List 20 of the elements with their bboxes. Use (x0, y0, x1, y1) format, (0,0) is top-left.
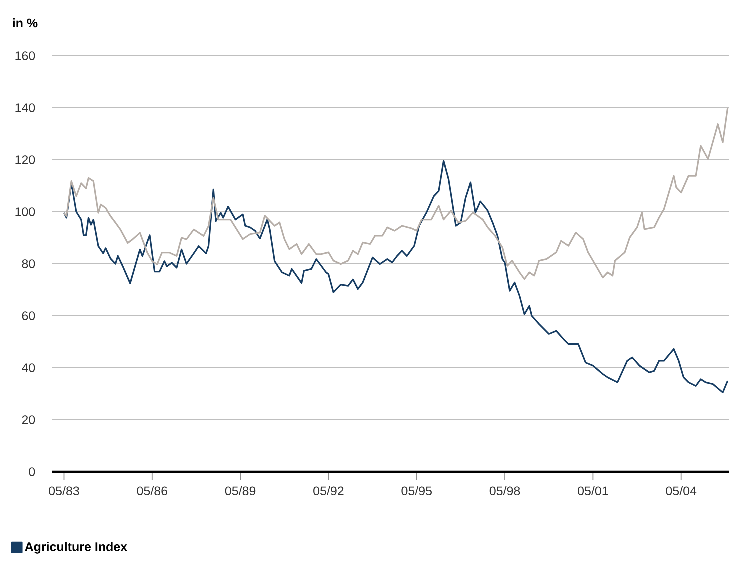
x-tick-label: 05/89 (225, 486, 256, 496)
legend-label: Agriculture Index (25, 542, 128, 554)
y-tick-label: 0 (29, 468, 36, 476)
y-tick-label: 20 (22, 416, 36, 424)
y-tick-label: 100 (16, 208, 36, 216)
y-tick-label: 40 (22, 364, 36, 372)
y-tick-label: 60 (22, 312, 36, 320)
x-tick-label: 05/83 (49, 486, 80, 496)
line-series (63, 160, 729, 394)
y-tick-label: 120 (16, 156, 36, 164)
y-tick-label: 80 (22, 260, 36, 268)
x-tick-label: 05/92 (314, 486, 344, 496)
x-tick-label: 05/95 (402, 486, 432, 496)
x-tick-label: 05/01 (578, 486, 608, 496)
y-tick-label: 160 (16, 52, 36, 60)
x-tick-label: 05/98 (490, 486, 520, 496)
y-tick-label: 140 (16, 104, 36, 112)
x-tick-label: 05/04 (666, 486, 697, 496)
y-axis-title: in % (13, 18, 38, 28)
x-tick-label: 05/86 (137, 486, 168, 496)
